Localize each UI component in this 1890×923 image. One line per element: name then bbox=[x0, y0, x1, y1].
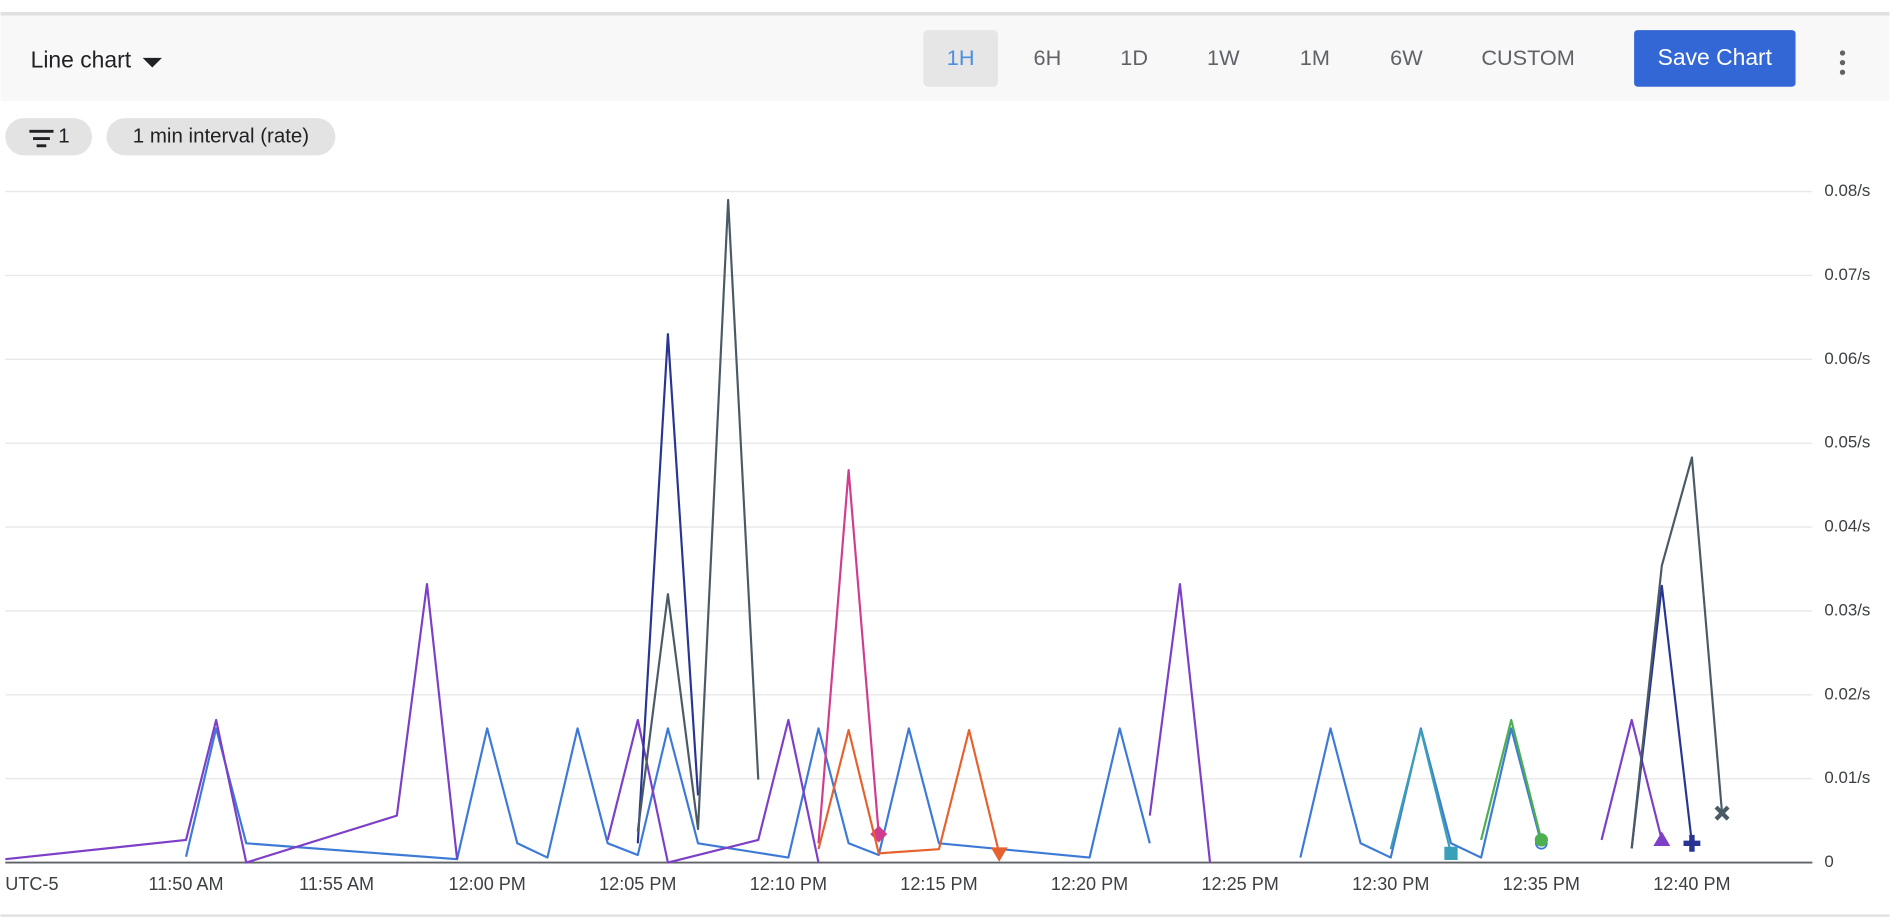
save-button-label[interactable]: Save Chart bbox=[1658, 44, 1773, 70]
save-button[interactable] bbox=[1634, 30, 1796, 87]
x-tick-label: 12:40 PM bbox=[1653, 874, 1730, 894]
y-tick-label: 0.03/s bbox=[1824, 600, 1870, 619]
series-line bbox=[5, 583, 1663, 864]
series-line bbox=[1480, 718, 1543, 841]
x-tick-label: 12:35 PM bbox=[1503, 874, 1580, 894]
filter-icon bbox=[29, 129, 54, 148]
y-tick-label: 0.02/s bbox=[1824, 684, 1870, 703]
range-selected[interactable] bbox=[923, 30, 999, 87]
x-tick-label: 12:00 PM bbox=[449, 874, 526, 894]
series-line bbox=[636, 198, 1724, 849]
range-button[interactable]: 6W bbox=[1390, 45, 1423, 70]
range-button[interactable]: 1M bbox=[1300, 45, 1330, 70]
x-tick-label: 12:20 PM bbox=[1051, 874, 1128, 894]
series-line bbox=[817, 728, 1001, 855]
filter-count[interactable]: 1 bbox=[58, 125, 69, 148]
y-tick-label: 0 bbox=[1824, 852, 1833, 871]
range-button[interactable]: 6H bbox=[1034, 45, 1062, 70]
series-end-marker bbox=[1683, 834, 1701, 852]
x-tick-label: 12:25 PM bbox=[1202, 874, 1279, 894]
x-tick-label: 12:05 PM bbox=[599, 874, 676, 894]
series-end-marker bbox=[990, 847, 1008, 862]
y-tick-label: 0.01/s bbox=[1824, 768, 1870, 787]
y-tick-label: 0.08/s bbox=[1824, 181, 1870, 200]
range-button[interactable]: 1D bbox=[1120, 45, 1148, 70]
series-line bbox=[1389, 728, 1453, 854]
dropdown-arrow[interactable] bbox=[142, 57, 162, 68]
series-end-marker bbox=[1534, 833, 1548, 847]
y-tick-label: 0.05/s bbox=[1824, 433, 1870, 452]
interval-label[interactable]: 1 min interval (rate) bbox=[133, 125, 309, 148]
chart-type-select[interactable]: Line chart bbox=[31, 46, 132, 72]
x-tick-label: 11:55 AM bbox=[299, 874, 374, 894]
series-end-marker bbox=[1714, 805, 1730, 821]
series-end-marker bbox=[1653, 831, 1671, 846]
series-line bbox=[817, 468, 880, 844]
interval-chip[interactable] bbox=[106, 118, 336, 156]
x-tick-label: 12:10 PM bbox=[750, 874, 827, 894]
y-tick-label: 0.04/s bbox=[1824, 517, 1870, 536]
series-line bbox=[184, 727, 1543, 861]
x-tick-label: 12:30 PM bbox=[1352, 874, 1429, 894]
y-tick-label: 0.07/s bbox=[1824, 265, 1870, 284]
range-button[interactable]: 1H bbox=[947, 45, 975, 70]
more-menu[interactable] bbox=[1839, 50, 1846, 75]
top-border bbox=[0, 12, 1890, 16]
filter-chip[interactable] bbox=[5, 118, 93, 156]
bottom-border bbox=[0, 914, 1890, 917]
series-end-marker bbox=[1444, 846, 1458, 860]
x-tick-label: 12:15 PM bbox=[900, 874, 977, 894]
range-button[interactable]: 1W bbox=[1207, 45, 1240, 70]
x-axis-label: UTC-5 bbox=[5, 874, 58, 894]
x-tick-label: 11:50 AM bbox=[149, 874, 224, 894]
range-button[interactable]: CUSTOM bbox=[1481, 45, 1575, 70]
y-tick-label: 0.06/s bbox=[1824, 349, 1870, 368]
